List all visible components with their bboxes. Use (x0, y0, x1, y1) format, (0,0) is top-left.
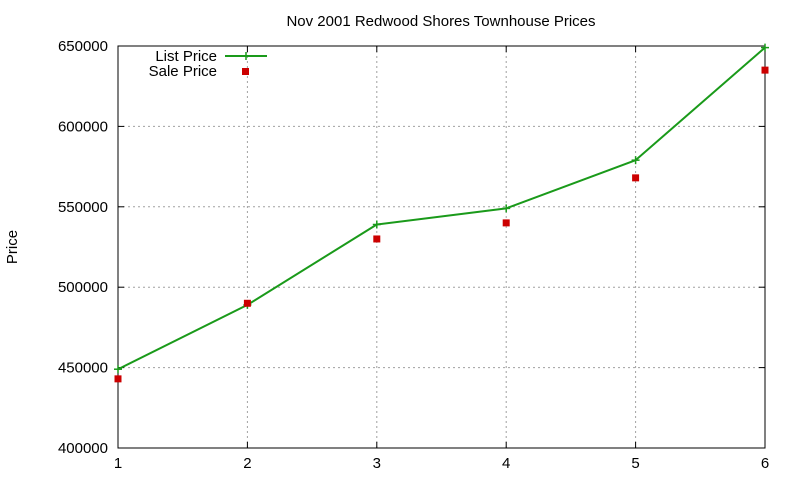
legend-marker-sale-price (242, 68, 249, 75)
sale-price-point (632, 174, 640, 182)
list-price-point (114, 365, 122, 374)
legend-label-list-price: List Price (155, 48, 217, 65)
legend: List Price Sale Price (149, 48, 267, 80)
legend-label-sale-price: Sale Price (149, 63, 217, 80)
y-tick-label: 650000 (58, 38, 108, 55)
sale-price-point (502, 219, 510, 227)
x-tick-label: 5 (631, 455, 639, 472)
x-tick-label: 3 (373, 455, 381, 472)
x-tick-label: 6 (761, 455, 769, 472)
list-price-point (631, 156, 640, 165)
y-tick-label: 500000 (58, 279, 108, 296)
chart-title: Nov 2001 Redwood Shores Townhouse Prices (286, 13, 595, 30)
sale-price-point (243, 299, 251, 307)
y-tick-label: 600000 (58, 118, 108, 135)
plot-frame (117, 45, 766, 449)
y-tick-label: 450000 (58, 360, 108, 377)
y-tick-label: 550000 (58, 199, 108, 216)
y-axis-label: Price (4, 230, 21, 264)
legend-marker-list-price (242, 52, 250, 60)
series (114, 43, 769, 383)
x-tick-label: 4 (502, 455, 510, 472)
list-price-point (761, 43, 769, 52)
x-tick-label: 2 (243, 455, 251, 472)
axes: 1 2 3 4 5 6 400000 450000 500000 550000 600000 6500… (58, 38, 769, 472)
sale-price-point (114, 375, 122, 383)
list-price-point (502, 204, 511, 213)
y-tick-label: 400000 (58, 440, 108, 457)
list-price-line (117, 46, 766, 371)
sale-price-point (761, 66, 769, 74)
legend-plus (242, 52, 250, 60)
x-tick-label: 1 (114, 455, 122, 472)
list-price-point (372, 220, 381, 229)
sale-price-point (373, 235, 381, 243)
grid (118, 46, 765, 448)
